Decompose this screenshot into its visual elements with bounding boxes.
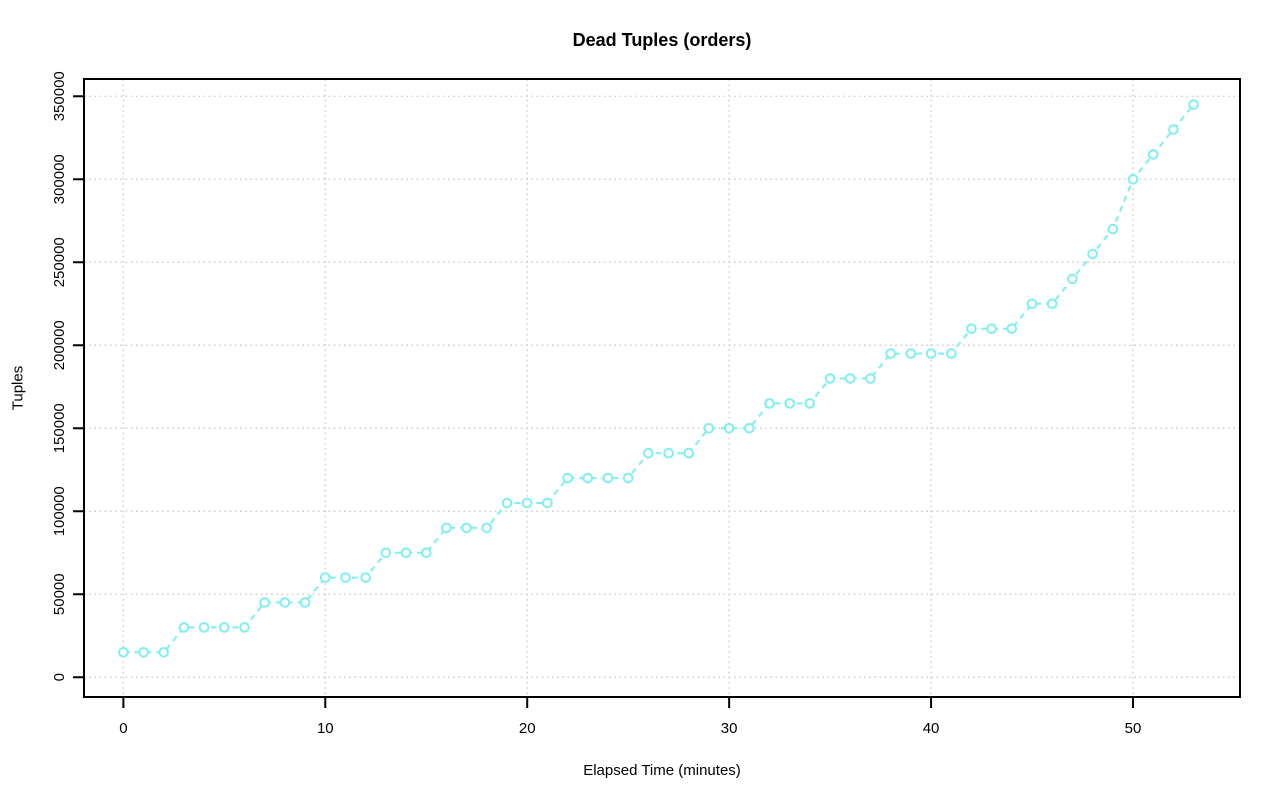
data-point <box>521 497 533 509</box>
data-point <box>602 472 614 484</box>
data-point <box>299 597 311 608</box>
y-tick-label: 300000 <box>51 154 68 204</box>
data-point <box>966 323 977 335</box>
data-point <box>481 522 493 534</box>
x-tick-label: 0 <box>119 720 127 737</box>
data-point <box>198 622 210 633</box>
data-point <box>1168 124 1179 135</box>
y-tick-label: 0 <box>51 673 68 681</box>
data-point <box>1147 149 1159 160</box>
chart-title: Dead Tuples (orders) <box>572 30 752 50</box>
data-point <box>1127 174 1139 185</box>
data-point <box>824 373 836 384</box>
data-point <box>118 647 129 658</box>
data-point <box>542 497 553 509</box>
data-point <box>441 522 452 534</box>
data-point <box>925 348 937 359</box>
data-point <box>663 447 674 459</box>
data-point <box>804 398 816 409</box>
x-tick-label: 10 <box>317 720 334 737</box>
series-line <box>123 103 1195 654</box>
data-point <box>885 348 897 359</box>
data-point <box>643 447 654 459</box>
data-point <box>1188 99 1199 110</box>
data-point <box>340 572 351 583</box>
data-point <box>461 522 472 534</box>
x-tick-label: 30 <box>721 720 738 737</box>
x-axis-label: Elapsed Time (minutes) <box>583 762 741 779</box>
data-point <box>1087 248 1098 260</box>
y-axis-label-text: Tuples <box>9 365 27 411</box>
plot-border <box>83 78 1241 698</box>
data-point <box>421 547 432 559</box>
data-point <box>239 622 250 633</box>
data-point <box>744 423 755 434</box>
data-point <box>259 597 271 608</box>
data-point <box>703 423 715 434</box>
data-point <box>946 348 957 359</box>
data-point <box>178 622 190 633</box>
y-tick-label: 350000 <box>51 71 68 121</box>
data-point <box>501 497 513 509</box>
data-point <box>1026 298 1038 310</box>
x-tick-label: 50 <box>1125 720 1142 737</box>
data-point <box>622 472 634 484</box>
y-tick-label: 200000 <box>51 320 68 370</box>
data-point <box>1046 298 1058 310</box>
data-point <box>683 447 695 459</box>
data-point <box>986 323 997 335</box>
data-point <box>905 348 917 359</box>
data-point <box>400 547 412 559</box>
data-point <box>865 373 876 384</box>
data-point <box>279 597 291 608</box>
data-point <box>320 572 331 583</box>
data-point <box>219 622 230 633</box>
y-tick-label: 250000 <box>51 237 68 287</box>
data-point <box>784 398 796 409</box>
y-tick-label: 50000 <box>51 573 68 615</box>
data-point <box>764 398 775 409</box>
data-point <box>158 647 170 658</box>
y-tick-label: 150000 <box>51 403 68 453</box>
data-point <box>845 373 856 384</box>
data-point <box>138 647 149 658</box>
x-tick-label: 40 <box>923 720 940 737</box>
data-point <box>1067 273 1078 285</box>
data-point <box>562 472 573 484</box>
data-point <box>360 572 372 583</box>
data-point <box>380 547 392 559</box>
x-tick-label: 20 <box>519 720 536 737</box>
data-point <box>723 423 735 434</box>
y-tick-label: 100000 <box>51 486 68 536</box>
data-point <box>582 472 594 484</box>
data-point <box>1006 323 1018 335</box>
data-point <box>1107 223 1119 235</box>
